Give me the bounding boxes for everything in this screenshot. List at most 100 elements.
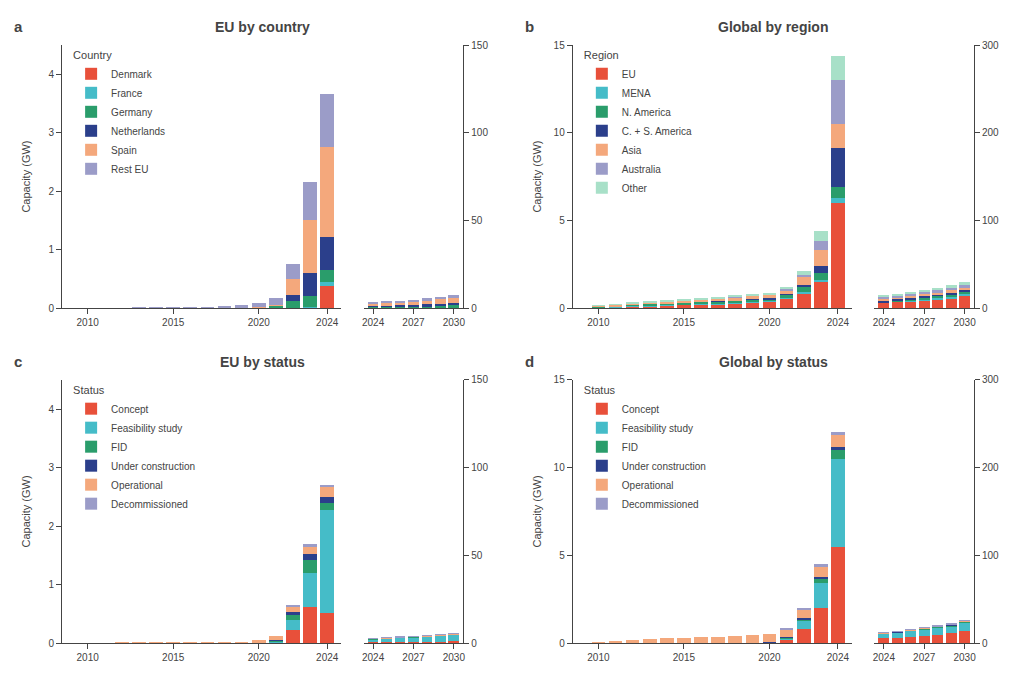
svg-text:Status: Status xyxy=(584,384,616,396)
svg-text:2010: 2010 xyxy=(587,652,610,663)
svg-text:Global by status: Global by status xyxy=(719,354,828,370)
svg-text:15: 15 xyxy=(554,374,566,385)
svg-text:0: 0 xyxy=(982,303,988,314)
svg-text:0: 0 xyxy=(982,638,988,649)
svg-text:4: 4 xyxy=(48,69,54,80)
svg-text:Operational: Operational xyxy=(111,480,163,491)
svg-text:MENA: MENA xyxy=(622,88,651,99)
svg-text:2015: 2015 xyxy=(162,317,185,328)
svg-text:Region: Region xyxy=(584,49,619,61)
svg-text:50: 50 xyxy=(471,215,483,226)
svg-text:10: 10 xyxy=(554,127,566,138)
svg-text:c: c xyxy=(14,353,22,370)
svg-text:2030: 2030 xyxy=(953,652,976,663)
svg-text:100: 100 xyxy=(982,215,999,226)
svg-text:100: 100 xyxy=(471,462,488,473)
svg-text:3: 3 xyxy=(48,127,54,138)
svg-text:d: d xyxy=(525,353,534,370)
svg-text:0: 0 xyxy=(559,638,565,649)
svg-text:2024: 2024 xyxy=(873,652,896,663)
svg-text:Capacity (GW): Capacity (GW) xyxy=(531,140,543,212)
svg-text:2020: 2020 xyxy=(248,317,271,328)
svg-text:Feasibility study: Feasibility study xyxy=(622,423,693,434)
svg-text:150: 150 xyxy=(471,40,488,51)
svg-text:2024: 2024 xyxy=(316,652,339,663)
svg-text:5: 5 xyxy=(559,215,565,226)
svg-text:1: 1 xyxy=(48,244,54,255)
svg-text:Operational: Operational xyxy=(622,480,674,491)
svg-text:Capacity (GW): Capacity (GW) xyxy=(20,140,32,212)
svg-text:b: b xyxy=(525,18,534,35)
svg-text:2010: 2010 xyxy=(77,652,100,663)
svg-text:2: 2 xyxy=(48,186,54,197)
svg-text:N. America: N. America xyxy=(622,107,671,118)
svg-text:Under construction: Under construction xyxy=(622,461,706,472)
svg-text:2024: 2024 xyxy=(362,317,385,328)
svg-text:3: 3 xyxy=(48,462,54,473)
svg-text:200: 200 xyxy=(982,127,999,138)
svg-text:Rest EU: Rest EU xyxy=(111,164,148,175)
svg-text:5: 5 xyxy=(559,550,565,561)
svg-text:2015: 2015 xyxy=(162,652,185,663)
svg-text:France: France xyxy=(111,88,143,99)
svg-text:2015: 2015 xyxy=(673,317,696,328)
svg-text:200: 200 xyxy=(982,462,999,473)
svg-text:Decommissioned: Decommissioned xyxy=(111,499,188,510)
svg-text:2030: 2030 xyxy=(443,317,466,328)
svg-text:Global by region: Global by region xyxy=(718,19,828,35)
svg-text:150: 150 xyxy=(471,374,488,385)
svg-text:1: 1 xyxy=(48,579,54,590)
svg-text:Concept: Concept xyxy=(111,404,148,415)
svg-text:Capacity (GW): Capacity (GW) xyxy=(531,475,543,547)
svg-text:4: 4 xyxy=(48,404,54,415)
svg-text:2024: 2024 xyxy=(362,652,385,663)
svg-text:FID: FID xyxy=(622,442,638,453)
svg-text:Other: Other xyxy=(622,183,648,194)
svg-text:2024: 2024 xyxy=(827,317,850,328)
svg-text:300: 300 xyxy=(982,40,999,51)
svg-text:Decommissioned: Decommissioned xyxy=(622,499,699,510)
svg-text:C. + S. America: C. + S. America xyxy=(622,126,692,137)
svg-text:2010: 2010 xyxy=(77,317,100,328)
svg-text:2010: 2010 xyxy=(587,317,610,328)
svg-text:Australia: Australia xyxy=(622,164,661,175)
svg-text:2027: 2027 xyxy=(913,652,936,663)
svg-text:0: 0 xyxy=(471,303,477,314)
svg-text:FID: FID xyxy=(111,442,127,453)
svg-text:2027: 2027 xyxy=(402,317,425,328)
svg-text:0: 0 xyxy=(48,638,54,649)
svg-text:0: 0 xyxy=(48,303,54,314)
svg-text:100: 100 xyxy=(471,127,488,138)
svg-text:Germany: Germany xyxy=(111,107,152,118)
svg-text:Denmark: Denmark xyxy=(111,69,153,80)
svg-text:2024: 2024 xyxy=(873,317,896,328)
svg-text:Asia: Asia xyxy=(622,145,642,156)
svg-text:Capacity (GW): Capacity (GW) xyxy=(20,475,32,547)
svg-text:Status: Status xyxy=(73,384,105,396)
svg-text:2027: 2027 xyxy=(402,652,425,663)
svg-text:2024: 2024 xyxy=(316,317,339,328)
svg-text:Netherlands: Netherlands xyxy=(111,126,165,137)
svg-text:10: 10 xyxy=(554,462,566,473)
svg-text:2027: 2027 xyxy=(913,317,936,328)
svg-text:Under construction: Under construction xyxy=(111,461,195,472)
svg-text:2020: 2020 xyxy=(758,317,781,328)
svg-text:2030: 2030 xyxy=(953,317,976,328)
svg-text:EU: EU xyxy=(622,69,636,80)
svg-text:a: a xyxy=(14,18,23,35)
svg-text:2: 2 xyxy=(48,521,54,532)
svg-text:Concept: Concept xyxy=(622,404,659,415)
svg-text:50: 50 xyxy=(471,550,483,561)
svg-text:Country: Country xyxy=(73,49,112,61)
svg-text:EU by country: EU by country xyxy=(215,19,310,35)
svg-text:2015: 2015 xyxy=(673,652,696,663)
svg-text:2030: 2030 xyxy=(443,652,466,663)
svg-text:0: 0 xyxy=(559,303,565,314)
svg-text:300: 300 xyxy=(982,374,999,385)
svg-text:2020: 2020 xyxy=(248,652,271,663)
svg-text:0: 0 xyxy=(471,638,477,649)
svg-text:100: 100 xyxy=(982,550,999,561)
svg-text:2020: 2020 xyxy=(758,652,781,663)
svg-text:15: 15 xyxy=(554,40,566,51)
svg-text:Spain: Spain xyxy=(111,145,137,156)
